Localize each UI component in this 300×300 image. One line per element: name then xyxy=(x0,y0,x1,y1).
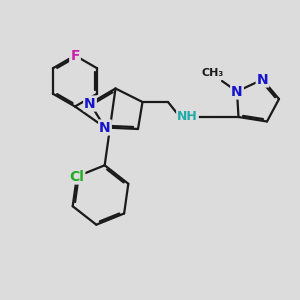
Text: N: N xyxy=(231,85,243,98)
Text: N: N xyxy=(257,73,268,86)
Text: Cl: Cl xyxy=(69,169,84,184)
Text: F: F xyxy=(70,49,80,62)
Text: CH₃: CH₃ xyxy=(202,68,224,79)
Text: NH: NH xyxy=(177,110,198,124)
Text: N: N xyxy=(84,97,96,110)
Text: N: N xyxy=(99,121,111,134)
